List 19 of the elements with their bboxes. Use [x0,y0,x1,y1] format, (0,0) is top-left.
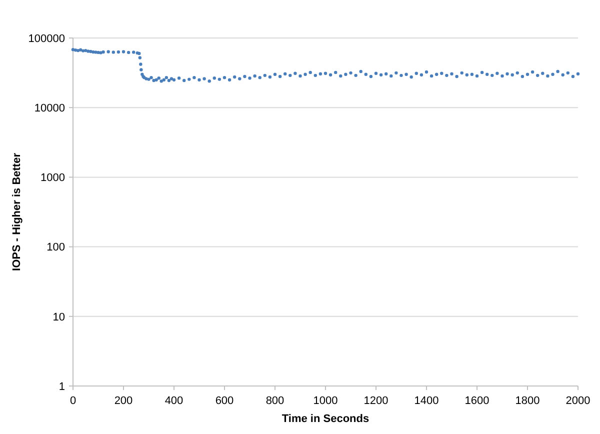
x-tick-label: 1600 [464,395,490,407]
x-tick-label: 600 [215,395,234,407]
y-tick-label: 1 [58,380,65,393]
x-tick-label: 1400 [414,395,439,407]
x-tick-label: 1000 [313,395,338,407]
x-tick-label: 0 [70,395,76,407]
x-tick-label: 1800 [515,395,540,407]
y-tick-label: 100 [46,242,65,254]
x-axis-title: Time in Seconds [282,413,370,425]
x-tick-label: 400 [164,395,184,407]
y-tick-label: 10000 [34,102,65,114]
y-tick-label: 1000 [40,172,65,184]
y-axis-title: IOPS - Higher is Better [11,152,23,271]
y-tick-label: 100000 [28,32,65,45]
x-tick-label: 2000 [566,395,590,407]
x-tick-label: 200 [114,395,133,407]
x-tick-label: 800 [266,395,284,407]
y-tick-label: 10 [52,311,65,324]
x-tick-label: 1200 [364,395,388,407]
